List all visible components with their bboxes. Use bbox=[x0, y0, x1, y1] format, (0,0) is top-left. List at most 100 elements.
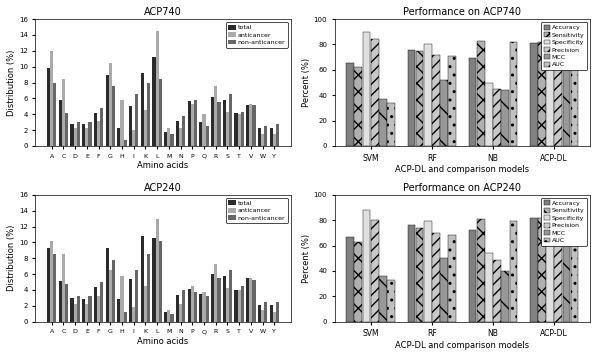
Bar bbox=[199, 294, 202, 322]
Bar bbox=[493, 260, 501, 322]
Bar bbox=[94, 112, 97, 146]
Bar bbox=[493, 89, 501, 146]
Bar bbox=[171, 134, 174, 146]
Bar bbox=[258, 129, 261, 146]
Bar bbox=[59, 100, 62, 146]
Bar bbox=[190, 104, 194, 146]
Bar bbox=[546, 45, 554, 146]
Bar bbox=[141, 73, 144, 146]
Bar bbox=[179, 304, 182, 322]
Bar bbox=[217, 102, 220, 146]
Bar bbox=[77, 122, 80, 146]
Bar bbox=[261, 134, 264, 146]
Bar bbox=[50, 241, 53, 322]
Bar bbox=[109, 63, 112, 146]
Title: ACP240: ACP240 bbox=[144, 183, 182, 193]
Bar bbox=[65, 112, 68, 146]
Bar bbox=[152, 238, 156, 322]
X-axis label: ACP-DL and comparison models: ACP-DL and comparison models bbox=[395, 165, 530, 174]
Bar bbox=[261, 310, 264, 322]
Bar bbox=[117, 300, 121, 322]
Bar bbox=[408, 50, 416, 146]
Bar bbox=[270, 128, 273, 146]
Legend: Accuracy, Sensitivity, Specificity, Precision, MCC, AUC: Accuracy, Sensitivity, Specificity, Prec… bbox=[541, 22, 587, 70]
X-axis label: Amino acids: Amino acids bbox=[137, 161, 189, 170]
Bar bbox=[387, 103, 395, 146]
Bar bbox=[408, 225, 416, 322]
Bar bbox=[509, 221, 517, 322]
Bar bbox=[273, 312, 276, 322]
Bar bbox=[144, 286, 147, 322]
Bar bbox=[47, 248, 50, 322]
Bar bbox=[132, 130, 136, 146]
Bar bbox=[264, 126, 267, 146]
Bar bbox=[171, 314, 174, 322]
Bar bbox=[355, 67, 362, 146]
Bar bbox=[129, 106, 132, 146]
Bar bbox=[258, 305, 261, 322]
Y-axis label: Distribution (%): Distribution (%) bbox=[7, 49, 16, 116]
Bar bbox=[346, 64, 354, 146]
Bar bbox=[555, 218, 562, 322]
Bar bbox=[379, 99, 387, 146]
Bar bbox=[112, 86, 115, 146]
Bar bbox=[156, 31, 159, 146]
Bar bbox=[223, 276, 226, 322]
Bar bbox=[144, 110, 147, 146]
Bar bbox=[85, 304, 88, 322]
Bar bbox=[156, 218, 159, 322]
Bar bbox=[273, 134, 276, 146]
Bar bbox=[211, 274, 214, 322]
Bar bbox=[264, 302, 267, 322]
Bar bbox=[53, 82, 57, 146]
Bar bbox=[62, 254, 65, 322]
Bar bbox=[106, 75, 109, 146]
Bar bbox=[205, 126, 209, 146]
Bar bbox=[477, 41, 485, 146]
Bar bbox=[82, 299, 85, 322]
Bar bbox=[59, 281, 62, 322]
Bar bbox=[424, 45, 432, 146]
Bar bbox=[121, 100, 124, 146]
Y-axis label: Percent (%): Percent (%) bbox=[302, 58, 311, 107]
Y-axis label: Distribution (%): Distribution (%) bbox=[7, 225, 16, 291]
Bar bbox=[65, 283, 68, 322]
Bar bbox=[355, 242, 362, 322]
Bar bbox=[448, 235, 456, 322]
Bar bbox=[164, 312, 167, 322]
Bar bbox=[73, 129, 77, 146]
Bar bbox=[371, 220, 378, 322]
Bar bbox=[167, 129, 171, 146]
Legend: total, anticancer, non-anticancer: total, anticancer, non-anticancer bbox=[226, 198, 288, 223]
Bar bbox=[124, 140, 127, 146]
Bar bbox=[246, 278, 250, 322]
Bar bbox=[538, 218, 546, 322]
Bar bbox=[136, 270, 139, 322]
Bar bbox=[214, 86, 217, 146]
Bar bbox=[97, 296, 100, 322]
Bar bbox=[159, 79, 162, 146]
Bar bbox=[477, 219, 485, 322]
Bar bbox=[152, 57, 156, 146]
Bar bbox=[70, 124, 73, 146]
Bar bbox=[238, 290, 241, 322]
Bar bbox=[117, 128, 121, 146]
Bar bbox=[387, 280, 395, 322]
Bar bbox=[241, 286, 244, 322]
Bar bbox=[250, 278, 253, 322]
Bar bbox=[416, 228, 423, 322]
Bar bbox=[346, 237, 354, 322]
Bar bbox=[70, 298, 73, 322]
Bar bbox=[147, 254, 150, 322]
Y-axis label: Percent (%): Percent (%) bbox=[302, 234, 311, 283]
Bar bbox=[416, 51, 423, 146]
Bar bbox=[176, 121, 179, 146]
Bar bbox=[226, 112, 229, 146]
Bar bbox=[190, 286, 194, 322]
Bar bbox=[85, 129, 88, 146]
Bar bbox=[371, 39, 378, 146]
Bar bbox=[129, 279, 132, 322]
Bar bbox=[241, 112, 244, 146]
Bar bbox=[235, 112, 238, 146]
Bar bbox=[159, 241, 162, 322]
